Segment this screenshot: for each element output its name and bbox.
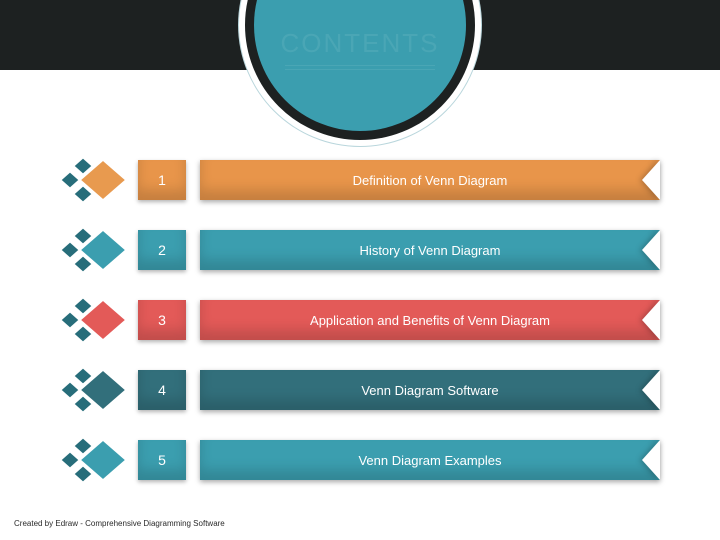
item-label: Definition of Venn Diagram bbox=[200, 160, 660, 200]
list-item: 5 Venn Diagram Examples bbox=[60, 440, 660, 480]
list-item: 4 Venn Diagram Software bbox=[60, 370, 660, 410]
header-circle bbox=[245, 0, 475, 140]
item-number: 3 bbox=[138, 300, 186, 340]
page-title: CONTENTS bbox=[270, 28, 450, 66]
item-label: Venn Diagram Examples bbox=[200, 440, 660, 480]
diamond-icon bbox=[60, 158, 130, 202]
diamond-icon bbox=[60, 368, 130, 412]
footer-credit: Created by Edraw - Comprehensive Diagram… bbox=[14, 519, 225, 528]
list-item: 1 Definition of Venn Diagram bbox=[60, 160, 660, 200]
item-number: 4 bbox=[138, 370, 186, 410]
contents-list: 1 Definition of Venn Diagram 2 History of … bbox=[60, 160, 660, 480]
item-label: History of Venn Diagram bbox=[200, 230, 660, 270]
list-item: 2 History of Venn Diagram bbox=[60, 230, 660, 270]
diamond-icon bbox=[60, 298, 130, 342]
item-number: 5 bbox=[138, 440, 186, 480]
item-label: Application and Benefits of Venn Diagram bbox=[200, 300, 660, 340]
item-number: 2 bbox=[138, 230, 186, 270]
diamond-icon bbox=[60, 228, 130, 272]
item-label: Venn Diagram Software bbox=[200, 370, 660, 410]
list-item: 3 Application and Benefits of Venn Diagra… bbox=[60, 300, 660, 340]
item-number: 1 bbox=[138, 160, 186, 200]
diamond-icon bbox=[60, 438, 130, 482]
